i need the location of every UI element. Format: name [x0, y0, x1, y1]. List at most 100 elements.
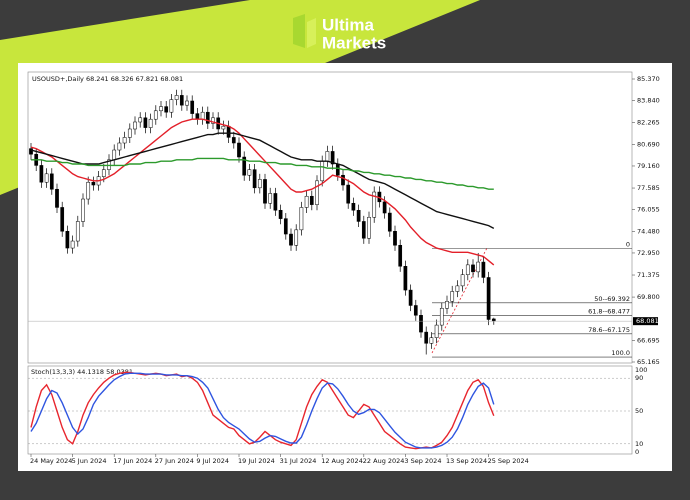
candle-body — [195, 113, 200, 120]
candle-body — [346, 184, 351, 204]
x-tick-label: 24 May 2024 — [30, 457, 72, 465]
x-tick-label: 17 Jun 2024 — [113, 457, 152, 465]
candle-body — [398, 245, 403, 267]
stoch-frame — [27, 365, 633, 455]
candle-body — [148, 118, 153, 128]
x-tick-label: 25 Sep 2024 — [488, 457, 529, 465]
candle-body — [304, 195, 309, 208]
moving-average — [30, 118, 495, 266]
candle-body — [211, 117, 215, 124]
candle-body — [476, 261, 481, 273]
candle-body — [70, 240, 75, 249]
candle-body — [330, 151, 335, 165]
candle-body — [341, 174, 345, 186]
x-tick-label: 9 Jul 2024 — [196, 457, 229, 465]
candle-body — [309, 195, 314, 205]
y-tick-label: 85.370 — [637, 75, 660, 83]
candle-body — [387, 212, 392, 232]
stoch-line — [30, 372, 495, 449]
stoch-tick-label: 10 — [635, 440, 643, 448]
candle-body — [486, 277, 491, 320]
candle-body — [81, 198, 85, 222]
y-tick-label: 71.375 — [637, 271, 660, 279]
symbol: USOUSD+,Daily — [32, 75, 84, 83]
candle-body — [164, 106, 169, 113]
candle-body — [185, 100, 189, 106]
stoch-tick-label: 100 — [635, 366, 647, 374]
x-tick-label: 22 Aug 2024 — [363, 457, 405, 465]
y-tick-label: 69.800 — [637, 293, 660, 301]
candle-body — [325, 151, 330, 162]
x-tick-label: 19 Jul 2024 — [238, 457, 275, 465]
candle-body — [367, 216, 371, 239]
candle-body — [86, 181, 91, 200]
candle-body — [289, 233, 293, 246]
candle-body — [200, 111, 205, 120]
fib-label: 50--69.392 — [594, 295, 630, 303]
candle-body — [445, 301, 449, 309]
x-tick-label: 27 Jun 2024 — [155, 457, 194, 465]
candle-body — [315, 180, 319, 205]
candle-body — [221, 125, 226, 130]
candle-body — [455, 285, 460, 292]
candle-body — [65, 230, 70, 249]
candle-body — [49, 173, 54, 190]
y-tick-label: 79.160 — [637, 162, 660, 170]
y-tick-label: 77.585 — [637, 184, 660, 192]
stoch-tick-label: 90 — [635, 374, 643, 382]
candle-body — [122, 137, 127, 144]
candle-body — [413, 305, 418, 316]
candle-body — [127, 128, 132, 138]
stoch-title: Stoch(13,3,3) 44.1318 58.0381 — [31, 368, 133, 376]
candle-body — [169, 99, 174, 113]
brand-line-1: Ultima — [322, 15, 375, 34]
x-tick-label: 3 Sep 2024 — [404, 457, 441, 465]
last-close: 68.081 — [160, 75, 183, 83]
brand-line-2: Markets — [322, 33, 386, 52]
candle-body — [257, 179, 262, 189]
stoch-line — [30, 371, 495, 450]
candle-body — [179, 95, 184, 106]
fib-label: 0 — [626, 240, 630, 248]
price-frame — [27, 71, 633, 364]
candle-body — [393, 230, 397, 246]
fib-label: 78.6--67.175 — [588, 326, 630, 334]
y-tick-label: 65.165 — [637, 358, 660, 366]
candle-body — [439, 308, 444, 326]
x-tick-label: 31 Jul 2024 — [280, 457, 317, 465]
candle-body — [231, 137, 236, 144]
candle-body — [60, 207, 65, 232]
candle-body — [471, 264, 475, 273]
candle-body — [252, 169, 257, 189]
candle-body — [273, 193, 278, 211]
candle-body — [91, 181, 96, 186]
candle-body — [242, 156, 247, 176]
candle-body — [226, 125, 231, 138]
candle-body — [283, 218, 288, 235]
candle-body — [55, 188, 59, 208]
candle-body — [101, 169, 106, 177]
candle-body — [335, 163, 340, 176]
candle-body — [382, 201, 387, 214]
y-tick-label: 83.840 — [637, 96, 660, 104]
candle-body — [190, 100, 195, 114]
y-tick-label: 80.690 — [637, 141, 660, 149]
moving-average — [31, 157, 494, 190]
candle-body — [294, 229, 299, 246]
candle-body — [278, 209, 283, 219]
candle-body — [434, 324, 439, 338]
last-high: 68.326 — [111, 75, 134, 83]
candle-body — [153, 110, 158, 120]
candle-body — [403, 266, 408, 291]
chart-panel — [18, 63, 672, 471]
candle-body — [481, 261, 486, 278]
stoch-tick-label: 0 — [635, 448, 639, 456]
candle-body — [29, 148, 33, 155]
candle-body — [117, 142, 122, 151]
logo-left — [293, 14, 305, 48]
candle-body — [263, 179, 267, 204]
x-tick-label: 5 Jun 2024 — [72, 457, 107, 465]
candle-body — [372, 191, 377, 218]
candle-body — [491, 318, 496, 322]
